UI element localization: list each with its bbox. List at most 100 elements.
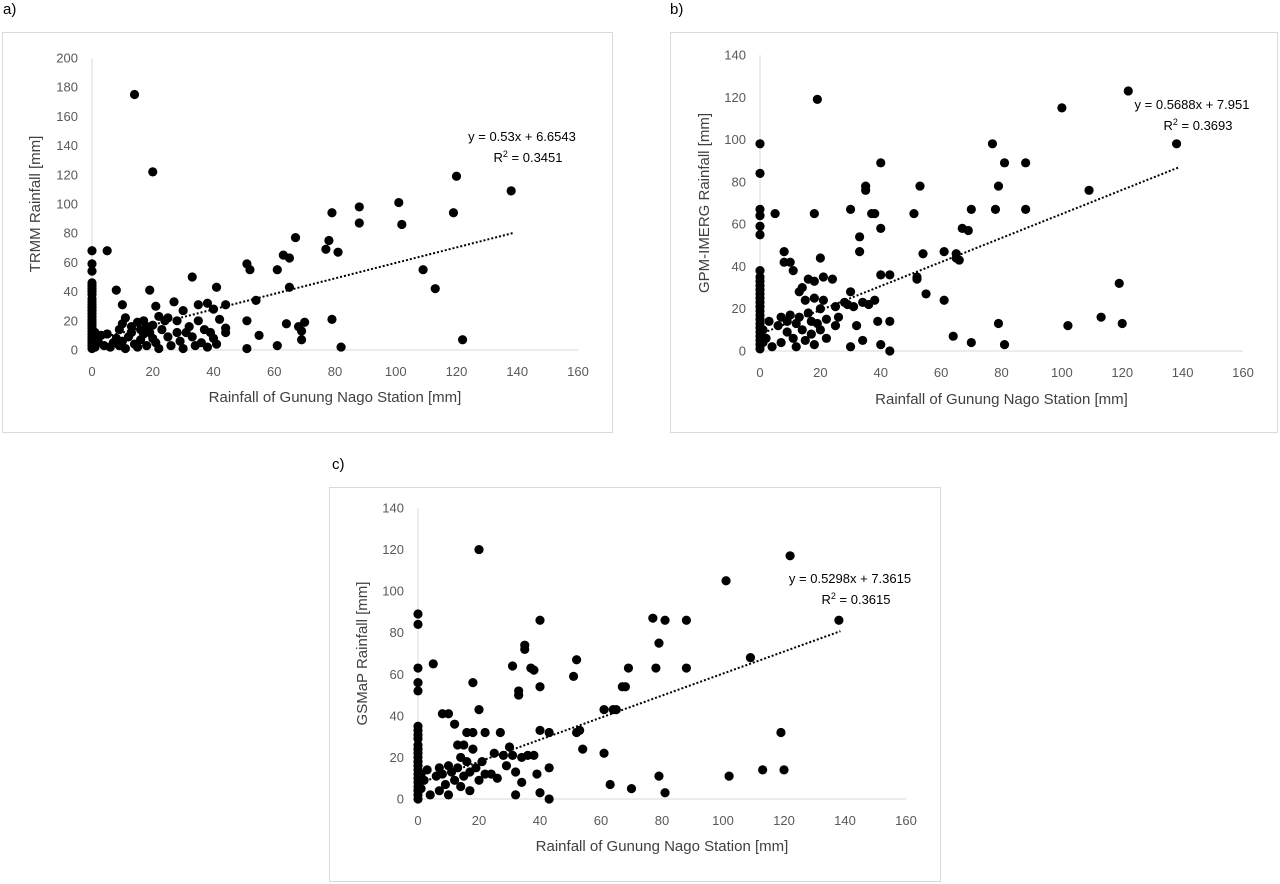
panel-c-label: c) [332, 456, 345, 473]
trendline [417, 630, 841, 785]
y-tick-label: 100 [382, 584, 404, 599]
data-point [468, 678, 478, 688]
data-point [468, 727, 478, 738]
data-point [821, 333, 832, 343]
data-point [284, 282, 295, 292]
data-point [870, 208, 880, 219]
data-point [1063, 321, 1073, 331]
data-point [145, 285, 155, 295]
data-point [912, 274, 922, 284]
data-point [214, 314, 225, 324]
x-tick-label: 120 [773, 813, 795, 828]
data-point [788, 333, 798, 343]
data-point [514, 690, 524, 700]
data-point [321, 244, 331, 254]
data-point [495, 727, 505, 738]
data-point [809, 208, 819, 219]
data-point [761, 333, 771, 343]
x-tick-label: 80 [328, 364, 342, 379]
data-point [681, 615, 692, 625]
data-point [448, 208, 459, 218]
trendline [759, 166, 1179, 336]
data-point [397, 219, 407, 230]
data-point [599, 705, 609, 715]
y-tick-label: 0 [739, 344, 746, 359]
data-point [794, 312, 804, 322]
data-point [963, 225, 973, 236]
data-point [474, 544, 484, 555]
data-point [120, 343, 131, 354]
data-point [724, 771, 734, 781]
data-point [163, 332, 173, 342]
data-point [681, 663, 692, 673]
y-tick-label: 80 [64, 226, 78, 241]
data-point [806, 329, 816, 339]
r-squared-label: R2 = 0.3451 [494, 149, 563, 165]
data-point [506, 186, 516, 196]
data-point [535, 615, 545, 625]
data-point [830, 302, 841, 312]
panel-b-label: b) [670, 1, 684, 18]
data-point [443, 790, 454, 800]
data-point [151, 301, 161, 311]
data-point [966, 204, 976, 214]
r-squared-label: R2 = 0.3615 [822, 591, 891, 607]
data-point [1084, 185, 1094, 195]
data-point [434, 786, 444, 796]
data-point [450, 775, 460, 785]
x-tick-label: 0 [88, 364, 95, 379]
data-point [211, 339, 222, 349]
x-tick-label: 20 [146, 364, 160, 379]
x-tick-label: 140 [1172, 365, 1194, 380]
data-point [142, 341, 152, 351]
data-point [465, 786, 475, 796]
y-tick-label: 140 [56, 138, 78, 153]
y-tick-label: 80 [390, 625, 404, 640]
y-tick-label: 20 [390, 750, 404, 765]
data-point [544, 763, 554, 773]
chart-c-frame [329, 487, 941, 882]
x-tick-label: 20 [472, 813, 486, 828]
data-point [1021, 204, 1031, 214]
data-point [939, 295, 949, 305]
y-tick-label: 100 [724, 132, 746, 147]
data-point [172, 327, 182, 338]
data-point [800, 295, 810, 305]
data-point [654, 771, 664, 781]
data-point [202, 342, 213, 352]
data-point [939, 247, 949, 257]
data-point [477, 756, 487, 767]
data-point [474, 775, 484, 785]
data-point [885, 346, 895, 356]
data-point [1123, 86, 1133, 96]
data-point [764, 316, 774, 326]
data-point [187, 332, 197, 342]
data-point [535, 725, 545, 736]
data-point [797, 282, 807, 293]
data-point [462, 756, 472, 767]
data-point [993, 181, 1004, 191]
data-point [990, 204, 1001, 214]
data-point [755, 221, 765, 231]
data-point [605, 779, 615, 790]
y-tick-label: 140 [382, 501, 404, 516]
data-point [211, 282, 222, 292]
data-point [648, 613, 658, 623]
data-point [660, 788, 670, 798]
x-tick-label: 80 [994, 365, 1008, 380]
data-point [755, 168, 765, 178]
data-point [876, 158, 886, 168]
data-point [755, 266, 765, 276]
data-point [815, 304, 825, 314]
data-point [132, 342, 143, 352]
data-point [812, 94, 822, 104]
data-point [1117, 318, 1127, 329]
data-point [948, 331, 958, 341]
data-point [169, 297, 179, 307]
data-point [529, 750, 539, 760]
y-tick-label: 200 [56, 51, 78, 66]
chart-c: 0 20 40 60 80 100 120 140 160 0 20 40 60 80 100 120 140 R… [354, 501, 917, 856]
data-point [419, 775, 429, 785]
data-point [428, 659, 438, 669]
